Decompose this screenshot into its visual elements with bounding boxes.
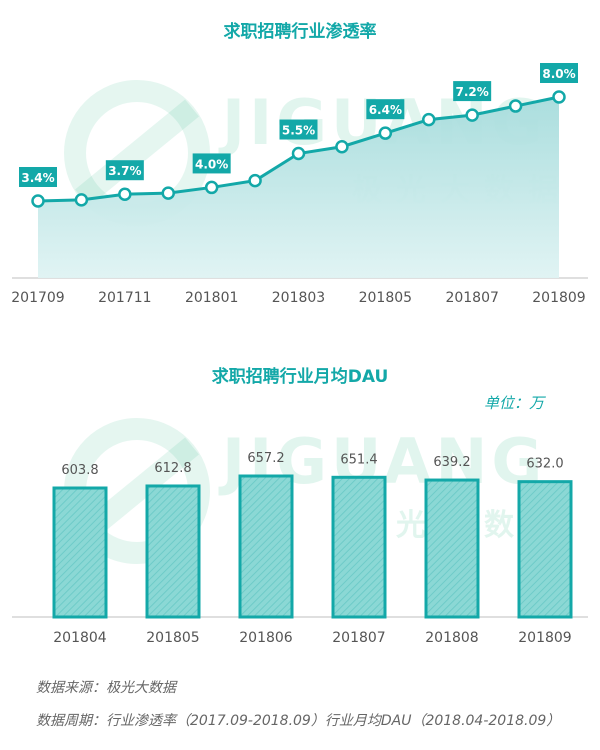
data-label: 8.0% [542,67,575,81]
data-point [335,139,349,154]
x-tick-label: 201809 [532,290,585,306]
data-period-note: 数据周期：行业渗透率（2017.09-2018.09）行业月均DAU（2018.… [36,713,561,729]
area-fill [38,97,559,278]
unit-label: 单位：万 [483,394,544,412]
data-label: 5.5% [282,124,315,138]
data-point [378,126,393,140]
bar-value-label: 603.8 [61,463,98,478]
x-tick-label: 201807 [445,290,498,306]
bar-chart-title: 求职招聘行业月均DAU [211,367,389,387]
bar [52,486,108,619]
data-label: 6.4% [369,103,402,117]
data-point [465,108,479,122]
x-tick-label: 201808 [425,630,478,646]
data-point [248,173,262,188]
bar [331,475,387,619]
data-point [291,146,306,161]
data-label: 3.7% [108,164,141,178]
x-tick-label: 201803 [272,290,325,306]
data-point [118,187,132,201]
x-tick-label: 201806 [239,630,293,646]
data-label-box [453,81,492,102]
bar [517,480,573,619]
data-point [204,180,219,195]
data-point [422,112,436,127]
data-point [161,186,175,200]
bar [145,484,201,619]
x-tick-label: 201809 [518,630,571,646]
data-source-note: 数据来源：极光大数据 [36,680,176,696]
data-label-box [366,99,405,120]
bar [238,474,294,619]
data-label-box [540,63,578,83]
data-label: 7.2% [456,85,489,99]
x-tick-label: 201801 [185,290,238,306]
line-chart-title: 求职招聘行业渗透率 [223,22,377,42]
penetration-line-chart: 3.4% 3.7% 4.0% 5.5% 6.4% 7.2% 8.0% 201709 201711… [11,63,588,306]
bar-value-label: 651.4 [340,452,377,467]
x-tick-label: 201804 [53,630,107,646]
bar-value-label: 612.8 [154,461,191,476]
x-tick-label: 201805 [146,630,199,646]
x-tick-label: 201807 [332,630,385,646]
data-label-box [19,167,57,187]
data-label-box [192,153,231,174]
bar-value-label: 632.0 [526,457,563,472]
x-tick-label: 201709 [11,290,64,306]
data-label-box [279,119,318,140]
x-tick-label: 201805 [359,290,412,306]
bar [424,478,480,619]
bar-value-label: 639.2 [433,455,470,470]
data-point [31,194,45,208]
data-label: 4.0% [195,157,228,171]
bar-value-label: 657.2 [247,451,284,466]
data-point [552,90,566,104]
x-tick-label: 201711 [98,290,151,306]
data-point [508,99,523,113]
data-point [74,193,89,207]
data-label-box [105,160,144,181]
data-label: 3.4% [21,171,54,185]
